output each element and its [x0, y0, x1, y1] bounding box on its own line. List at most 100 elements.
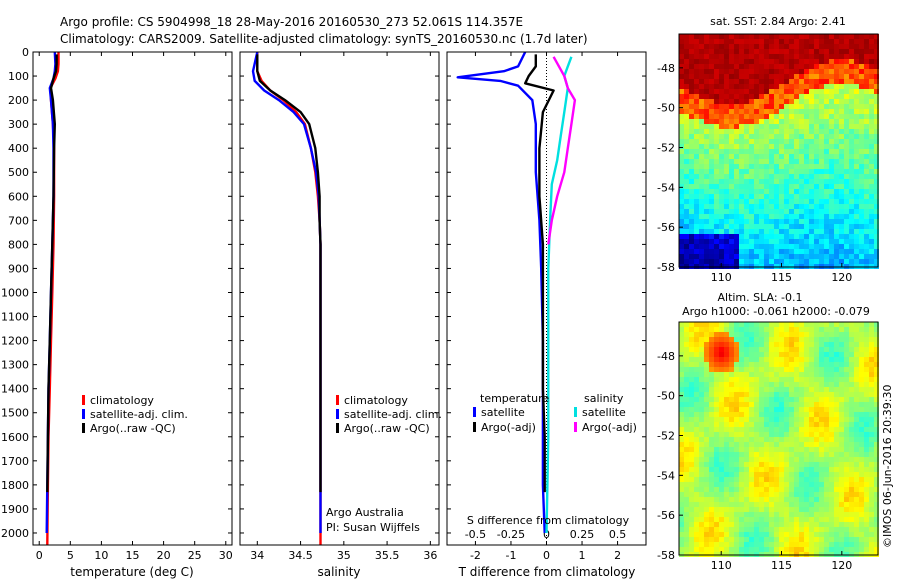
sst-heatmap-cell — [794, 99, 799, 104]
sla-heatmap-cell — [709, 392, 714, 397]
sla-heatmap-cell — [794, 522, 799, 527]
sst-heatmap-cell — [849, 214, 854, 219]
sla-heatmap-cell — [714, 492, 719, 497]
sla-heatmap-cell — [689, 512, 694, 517]
sla-heatmap-cell — [739, 367, 744, 372]
sla-heatmap-cell — [784, 352, 789, 357]
sst-heatmap-cell — [734, 119, 739, 124]
sst-heatmap-cell — [704, 104, 709, 109]
sla-heatmap-cell — [704, 342, 709, 347]
sst-heatmap-cell — [844, 69, 849, 74]
sla-heatmap-cell — [874, 532, 879, 537]
sla-heatmap-cell — [789, 507, 794, 512]
sla-heatmap-cell — [744, 412, 749, 417]
sla-heatmap-cell — [689, 402, 694, 407]
sst-heatmap-cell — [764, 164, 769, 169]
sla-heatmap-cell — [744, 547, 749, 552]
sst-heatmap-cell — [709, 179, 714, 184]
sst-heatmap-cell — [824, 174, 829, 179]
sla-heatmap-cell — [734, 542, 739, 547]
sst-heatmap-cell — [804, 199, 809, 204]
sla-heatmap-cell — [874, 542, 879, 547]
sla-heatmap-cell — [844, 382, 849, 387]
sla-heatmap-cell — [789, 467, 794, 472]
sla-heatmap-cell — [724, 532, 729, 537]
sst-heatmap-cell — [694, 84, 699, 89]
sla-heatmap-cell — [729, 432, 734, 437]
sst-heatmap-cell — [719, 154, 724, 159]
sst-heatmap-cell — [794, 129, 799, 134]
sst-heatmap-cell — [834, 139, 839, 144]
sst-heatmap-cell — [714, 219, 719, 224]
sst-heatmap-cell — [739, 249, 744, 254]
sla-heatmap-cell — [829, 332, 834, 337]
sla-heatmap-cell — [844, 452, 849, 457]
sla-heatmap-cell — [819, 357, 824, 362]
sla-heatmap-cell — [814, 387, 819, 392]
sst-heatmap-cell — [694, 209, 699, 214]
sst-heatmap-cell — [824, 249, 829, 254]
sst-map-frame — [678, 33, 879, 268]
sst-heatmap-cell — [799, 149, 804, 154]
sla-heatmap-cell — [694, 522, 699, 527]
sst-heatmap-cell — [839, 44, 844, 49]
sst-heatmap-cell — [799, 99, 804, 104]
sla-heatmap-cell — [779, 482, 784, 487]
sst-heatmap-cell — [844, 94, 849, 99]
sla-heatmap-cell — [779, 382, 784, 387]
sla-heatmap-cell — [679, 517, 684, 522]
sla-heatmap-cell — [804, 532, 809, 537]
sst-heatmap-cell — [814, 114, 819, 119]
sla-heatmap-cell — [854, 402, 859, 407]
sst-heatmap-cell — [704, 194, 709, 199]
temperature-legend-argo: Argo(..raw -QC) — [90, 422, 176, 435]
sla-heatmap-cell — [794, 532, 799, 537]
sla-heatmap-cell — [764, 547, 769, 552]
sla-heatmap-cell — [709, 432, 714, 437]
salinity-legend-argo: Argo(..raw -QC) — [344, 422, 430, 435]
sla-heatmap-cell — [829, 532, 834, 537]
sla-heatmap-cell — [779, 327, 784, 332]
sst-heatmap-cell — [829, 159, 834, 164]
sst-heatmap-cell — [759, 199, 764, 204]
sla-heatmap-cell — [839, 322, 844, 327]
sst-heatmap-cell — [764, 254, 769, 259]
sst-heatmap-cell — [739, 239, 744, 244]
sst-heatmap-cell — [824, 149, 829, 154]
sla-heatmap-cell — [754, 452, 759, 457]
sst-heatmap-cell — [874, 129, 879, 134]
sla-heatmap-cell — [854, 482, 859, 487]
sla-heatmap-cell — [719, 527, 724, 532]
sla-heatmap-cell — [844, 332, 849, 337]
sla-heatmap-cell — [699, 487, 704, 492]
sla-heatmap-cell — [694, 362, 699, 367]
sst-heatmap-cell — [819, 249, 824, 254]
sla-heatmap-cell — [849, 417, 854, 422]
sst-heatmap-cell — [804, 99, 809, 104]
sst-heatmap-cell — [849, 54, 854, 59]
sst-heatmap-cell — [854, 54, 859, 59]
sst-heatmap-cell — [754, 159, 759, 164]
sst-heatmap-cell — [749, 139, 754, 144]
sla-heatmap-cell — [849, 457, 854, 462]
sla-heatmap-cell — [734, 337, 739, 342]
sla-heatmap-cell — [819, 447, 824, 452]
sst-heatmap-cell — [759, 244, 764, 249]
sst-heatmap-cell — [839, 199, 844, 204]
sst-heatmap-cell — [744, 49, 749, 54]
sst-heatmap-cell — [719, 54, 724, 59]
sla-heatmap-cell — [854, 417, 859, 422]
sst-heatmap-cell — [819, 94, 824, 99]
sst-heatmap-cell — [739, 229, 744, 234]
sla-heatmap-cell — [784, 362, 789, 367]
sla-heatmap-cell — [709, 507, 714, 512]
sla-heatmap-cell — [829, 342, 834, 347]
sst-heatmap-cell — [734, 144, 739, 149]
sst-heatmap-cell — [849, 34, 854, 39]
sst-heatmap-cell — [699, 79, 704, 84]
sst-heatmap-cell — [769, 204, 774, 209]
sla-heatmap-cell — [849, 487, 854, 492]
sst-heatmap-cell — [724, 99, 729, 104]
sla-heatmap-cell — [749, 457, 754, 462]
sla-heatmap-cell — [729, 532, 734, 537]
